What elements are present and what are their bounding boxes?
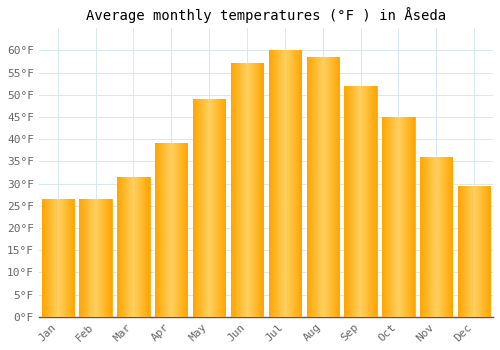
Bar: [193, 99, 225, 317]
Bar: [231, 64, 263, 317]
Title: Average monthly temperatures (°F ) in Åseda: Average monthly temperatures (°F ) in Ås…: [86, 7, 446, 23]
Bar: [306, 57, 339, 317]
Bar: [155, 144, 188, 317]
Bar: [42, 199, 74, 317]
Bar: [382, 117, 414, 317]
Bar: [118, 177, 150, 317]
Bar: [269, 50, 301, 317]
Bar: [80, 199, 112, 317]
Bar: [420, 157, 452, 317]
Bar: [458, 186, 490, 317]
Bar: [344, 86, 376, 317]
